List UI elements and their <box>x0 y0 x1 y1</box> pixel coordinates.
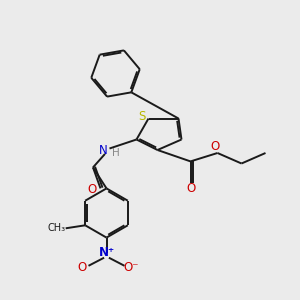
Text: N: N <box>98 143 107 157</box>
Text: CH₃: CH₃ <box>47 223 65 233</box>
Text: H: H <box>112 148 120 158</box>
Text: S: S <box>138 110 146 124</box>
Text: O: O <box>211 140 220 153</box>
Text: O: O <box>187 182 196 195</box>
Text: O: O <box>88 183 97 196</box>
Text: O: O <box>78 261 87 274</box>
Text: N⁺: N⁺ <box>98 246 115 259</box>
Text: O⁻: O⁻ <box>123 261 139 274</box>
